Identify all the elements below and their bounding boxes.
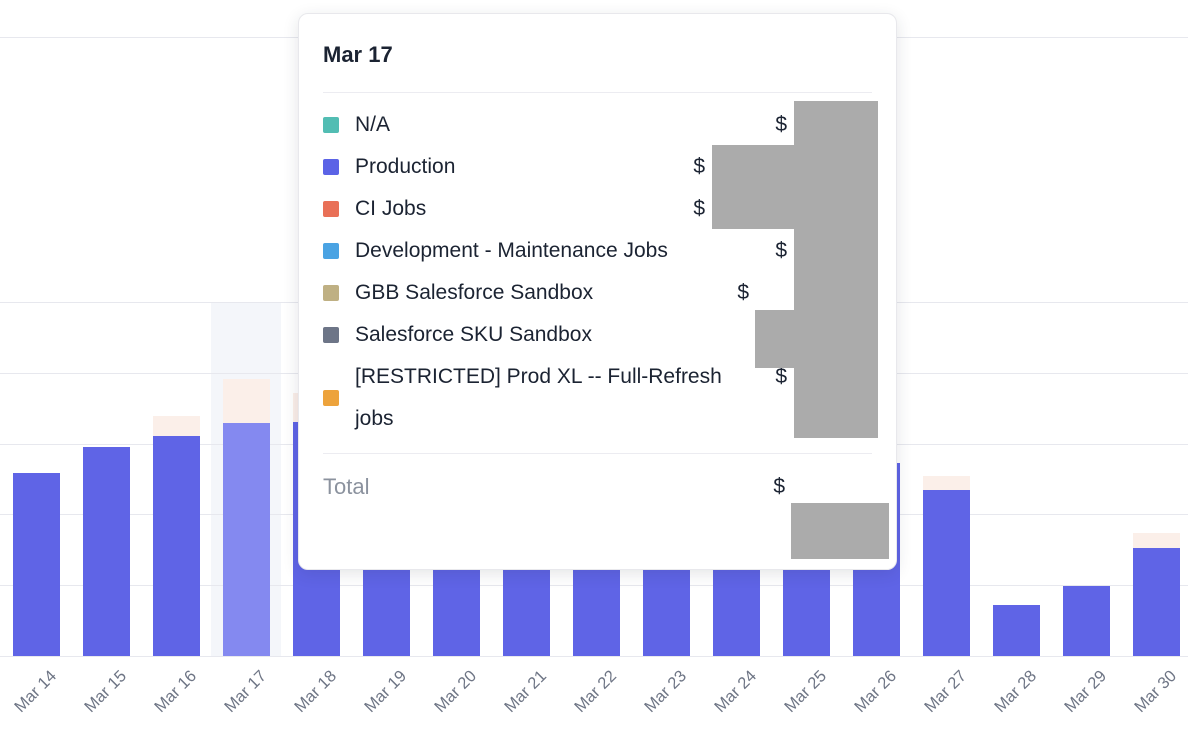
bar-mar-30[interactable] (1132, 547, 1180, 656)
bar-mar-24[interactable] (712, 563, 760, 656)
x-axis-label: Mar 27 (920, 667, 970, 717)
bar-mar-20[interactable] (432, 563, 480, 656)
x-axis-label: Mar 19 (360, 667, 410, 717)
total-value: $ (773, 475, 785, 498)
bar-mar-25[interactable] (782, 563, 830, 656)
redacted-value-overlay (794, 101, 878, 438)
total-label: Total (323, 474, 370, 499)
tooltip-row-ci-jobs: CI Jobs $ (323, 188, 872, 230)
tooltip-date-title: Mar 17 (323, 42, 393, 67)
tooltip-header-divider (323, 92, 872, 93)
series-swatch-restricted-prod-xl (323, 390, 339, 406)
bar-segment-ci-mar-17[interactable] (222, 379, 270, 424)
bar-mar-16[interactable] (152, 435, 200, 656)
series-swatch-dev-maintenance (323, 243, 339, 259)
x-axis-label: Mar 24 (710, 667, 760, 717)
x-axis-label: Mar 17 (220, 667, 270, 717)
series-value: $ (775, 239, 787, 262)
bar-mar-21[interactable] (502, 563, 550, 656)
series-value: $ (693, 197, 705, 220)
series-swatch-sku-sandbox (323, 327, 339, 343)
series-swatch-ci-jobs (323, 201, 339, 217)
bar-mar-19[interactable] (362, 563, 410, 656)
redacted-value-overlay (712, 145, 794, 229)
series-value: $ (737, 281, 749, 304)
series-value: $ (693, 155, 705, 178)
tooltip-total-row: Total $ (323, 466, 872, 508)
tooltip-series-rows: N/A $ Production $ CI Jobs $ Development… (323, 104, 872, 440)
tooltip-row-na: N/A $ (323, 104, 872, 146)
bar-segment-ci-mar-16[interactable] (152, 415, 200, 436)
redacted-value-overlay (791, 503, 889, 559)
x-axis-label: Mar 15 (80, 667, 130, 717)
bar-mar-22[interactable] (572, 563, 620, 656)
bar-mar-28[interactable] (992, 605, 1040, 656)
x-axis-line (0, 656, 1188, 657)
series-swatch-gbb-sandbox (323, 285, 339, 301)
series-swatch-na (323, 117, 339, 133)
x-axis-label: Mar 29 (1060, 667, 1110, 717)
series-label: N/A (355, 113, 391, 136)
bar-mar-27[interactable] (922, 490, 970, 656)
bar-segment-ci-mar-30[interactable] (1132, 532, 1180, 548)
bar-mar-17[interactable] (222, 423, 270, 656)
bar-mar-15[interactable] (82, 447, 130, 656)
x-axis-label: Mar 25 (780, 667, 830, 717)
series-label: [RESTRICTED] Prod XL -- Full-Refresh job… (355, 365, 722, 430)
tooltip-row-dev-maintenance: Development - Maintenance Jobs $ (323, 230, 872, 272)
bar-mar-23[interactable] (642, 563, 690, 656)
tooltip-total-divider (323, 453, 872, 454)
x-axis-label: Mar 20 (430, 667, 480, 717)
tooltip-row-gbb-sandbox: GBB Salesforce Sandbox $ (323, 272, 872, 314)
x-axis-label: Mar 21 (500, 667, 550, 717)
bar-segment-ci-mar-27[interactable] (922, 476, 970, 491)
series-label: Salesforce SKU Sandbox (355, 323, 592, 346)
x-axis-label: Mar 18 (290, 667, 340, 717)
tooltip-row-restricted-prod-xl: [RESTRICTED] Prod XL -- Full-Refresh job… (323, 356, 872, 440)
x-axis-label: Mar 26 (850, 667, 900, 717)
x-axis-label: Mar 23 (640, 667, 690, 717)
x-axis-label: Mar 28 (990, 667, 1040, 717)
tooltip-row-production: Production $ (323, 146, 872, 188)
x-axis-label: Mar 30 (1130, 667, 1180, 717)
chart-tooltip: Mar 17 N/A $ Production $ CI Jobs $ Deve… (298, 13, 897, 570)
series-label: Development - Maintenance Jobs (355, 239, 668, 262)
series-label: GBB Salesforce Sandbox (355, 281, 594, 304)
series-label: CI Jobs (355, 197, 427, 220)
bar-mar-29[interactable] (1062, 585, 1110, 656)
x-axis-label: Mar 16 (150, 667, 200, 717)
series-value: $ (775, 365, 787, 388)
x-axis-label: Mar 14 (10, 667, 60, 717)
series-value: $ (775, 113, 787, 136)
x-axis-label: Mar 22 (570, 667, 620, 717)
series-label: Production (355, 155, 456, 178)
bar-mar-14[interactable] (12, 473, 60, 656)
series-swatch-production (323, 159, 339, 175)
redacted-value-overlay (755, 310, 794, 368)
